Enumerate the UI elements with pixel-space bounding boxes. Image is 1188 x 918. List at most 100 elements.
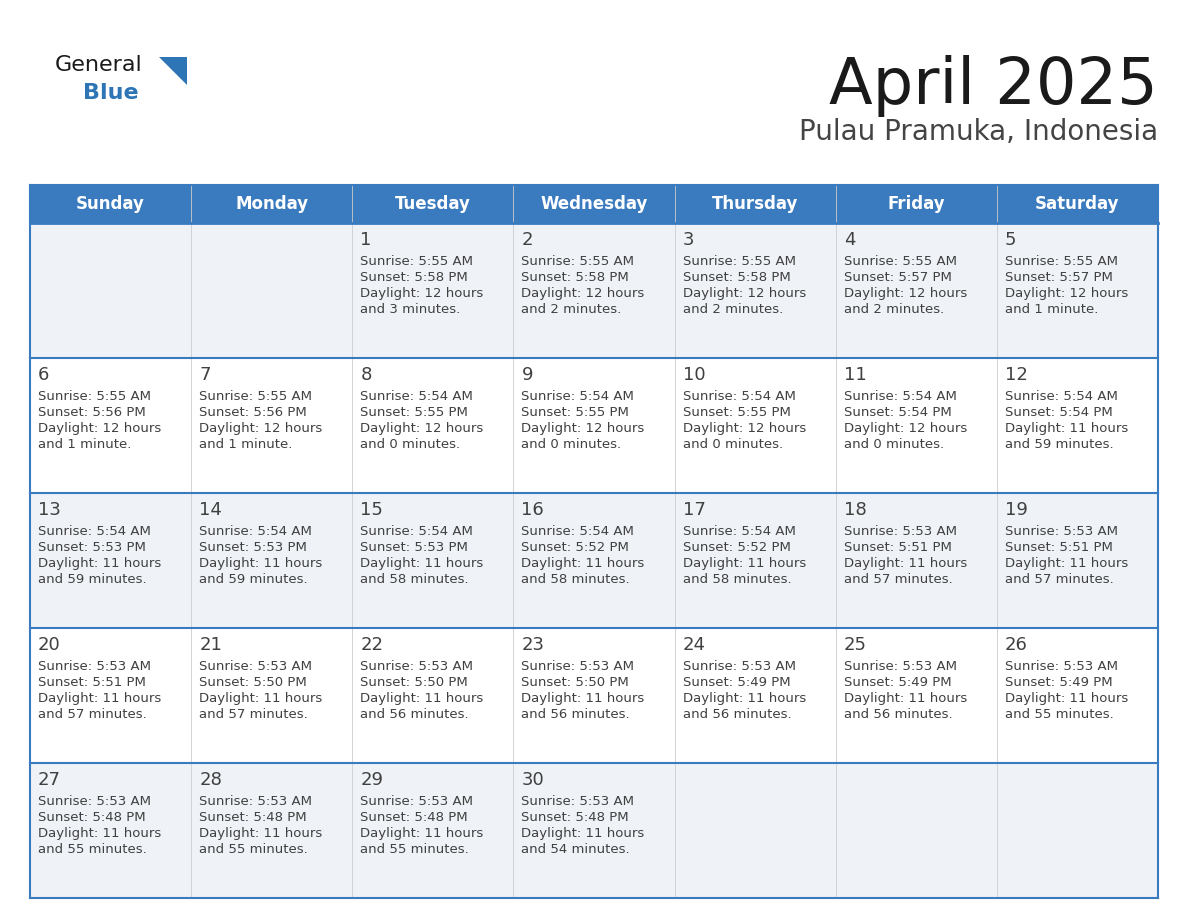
- Text: 5: 5: [1005, 231, 1017, 249]
- Text: 8: 8: [360, 366, 372, 384]
- Text: Sunset: 5:55 PM: Sunset: 5:55 PM: [522, 406, 630, 419]
- Text: Sunset: 5:48 PM: Sunset: 5:48 PM: [200, 811, 307, 824]
- Text: Sunset: 5:52 PM: Sunset: 5:52 PM: [683, 541, 790, 554]
- Text: Sunrise: 5:54 AM: Sunrise: 5:54 AM: [843, 390, 956, 403]
- Text: and 55 minutes.: and 55 minutes.: [1005, 708, 1113, 721]
- Text: and 59 minutes.: and 59 minutes.: [38, 573, 146, 586]
- Text: 1: 1: [360, 231, 372, 249]
- Text: and 0 minutes.: and 0 minutes.: [843, 438, 943, 451]
- Text: Sunrise: 5:53 AM: Sunrise: 5:53 AM: [522, 660, 634, 673]
- Text: and 58 minutes.: and 58 minutes.: [360, 573, 469, 586]
- Text: Daylight: 11 hours: Daylight: 11 hours: [522, 557, 645, 570]
- Text: 29: 29: [360, 771, 384, 789]
- Text: 27: 27: [38, 771, 61, 789]
- Bar: [30, 358, 1158, 493]
- Text: Sunrise: 5:54 AM: Sunrise: 5:54 AM: [683, 525, 796, 538]
- Text: Daylight: 11 hours: Daylight: 11 hours: [683, 557, 805, 570]
- Text: 21: 21: [200, 636, 222, 654]
- Text: 30: 30: [522, 771, 544, 789]
- Text: Sunset: 5:54 PM: Sunset: 5:54 PM: [1005, 406, 1113, 419]
- Text: and 0 minutes.: and 0 minutes.: [683, 438, 783, 451]
- Text: Daylight: 11 hours: Daylight: 11 hours: [522, 827, 645, 840]
- Text: Sunrise: 5:54 AM: Sunrise: 5:54 AM: [1005, 390, 1118, 403]
- Text: Daylight: 11 hours: Daylight: 11 hours: [200, 557, 322, 570]
- Text: and 54 minutes.: and 54 minutes.: [522, 843, 630, 856]
- Text: Sunset: 5:50 PM: Sunset: 5:50 PM: [200, 676, 307, 689]
- Text: Sunset: 5:51 PM: Sunset: 5:51 PM: [1005, 541, 1113, 554]
- Text: and 55 minutes.: and 55 minutes.: [360, 843, 469, 856]
- Text: Sunrise: 5:55 AM: Sunrise: 5:55 AM: [38, 390, 151, 403]
- Bar: [30, 493, 1158, 628]
- Text: and 3 minutes.: and 3 minutes.: [360, 303, 461, 316]
- Text: Sunday: Sunday: [76, 195, 145, 213]
- Text: and 59 minutes.: and 59 minutes.: [200, 573, 308, 586]
- Text: Sunset: 5:49 PM: Sunset: 5:49 PM: [843, 676, 952, 689]
- Text: Sunset: 5:56 PM: Sunset: 5:56 PM: [200, 406, 307, 419]
- Text: Sunrise: 5:54 AM: Sunrise: 5:54 AM: [360, 525, 473, 538]
- Text: Sunrise: 5:55 AM: Sunrise: 5:55 AM: [683, 255, 796, 268]
- Text: Sunrise: 5:54 AM: Sunrise: 5:54 AM: [200, 525, 312, 538]
- Text: Sunset: 5:51 PM: Sunset: 5:51 PM: [843, 541, 952, 554]
- Text: Blue: Blue: [83, 83, 139, 103]
- Text: Sunrise: 5:53 AM: Sunrise: 5:53 AM: [1005, 660, 1118, 673]
- Text: Sunrise: 5:53 AM: Sunrise: 5:53 AM: [522, 795, 634, 808]
- Text: and 58 minutes.: and 58 minutes.: [683, 573, 791, 586]
- Text: Sunrise: 5:53 AM: Sunrise: 5:53 AM: [1005, 525, 1118, 538]
- Text: Daylight: 11 hours: Daylight: 11 hours: [38, 692, 162, 705]
- Text: Daylight: 12 hours: Daylight: 12 hours: [360, 422, 484, 435]
- Text: Sunset: 5:50 PM: Sunset: 5:50 PM: [522, 676, 630, 689]
- Text: Daylight: 11 hours: Daylight: 11 hours: [360, 557, 484, 570]
- Text: Sunrise: 5:53 AM: Sunrise: 5:53 AM: [38, 660, 151, 673]
- Text: Sunrise: 5:53 AM: Sunrise: 5:53 AM: [200, 660, 312, 673]
- Text: Daylight: 12 hours: Daylight: 12 hours: [1005, 287, 1129, 300]
- Text: 20: 20: [38, 636, 61, 654]
- Text: Sunset: 5:58 PM: Sunset: 5:58 PM: [522, 271, 630, 284]
- Text: 28: 28: [200, 771, 222, 789]
- Text: Pulau Pramuka, Indonesia: Pulau Pramuka, Indonesia: [798, 118, 1158, 146]
- Text: Sunset: 5:54 PM: Sunset: 5:54 PM: [843, 406, 952, 419]
- Text: 25: 25: [843, 636, 867, 654]
- Text: Daylight: 11 hours: Daylight: 11 hours: [1005, 692, 1129, 705]
- Text: Daylight: 11 hours: Daylight: 11 hours: [683, 692, 805, 705]
- Text: Sunset: 5:58 PM: Sunset: 5:58 PM: [360, 271, 468, 284]
- Text: and 57 minutes.: and 57 minutes.: [1005, 573, 1113, 586]
- Text: 23: 23: [522, 636, 544, 654]
- Text: 18: 18: [843, 501, 866, 519]
- Text: Daylight: 11 hours: Daylight: 11 hours: [843, 692, 967, 705]
- Text: and 56 minutes.: and 56 minutes.: [360, 708, 469, 721]
- Text: 16: 16: [522, 501, 544, 519]
- Text: Sunrise: 5:53 AM: Sunrise: 5:53 AM: [200, 795, 312, 808]
- Text: Sunset: 5:52 PM: Sunset: 5:52 PM: [522, 541, 630, 554]
- Text: Tuesday: Tuesday: [394, 195, 470, 213]
- Text: Sunset: 5:48 PM: Sunset: 5:48 PM: [522, 811, 630, 824]
- Text: Daylight: 11 hours: Daylight: 11 hours: [1005, 557, 1129, 570]
- Text: 3: 3: [683, 231, 694, 249]
- Text: 4: 4: [843, 231, 855, 249]
- Text: Daylight: 11 hours: Daylight: 11 hours: [200, 692, 322, 705]
- Text: Sunrise: 5:53 AM: Sunrise: 5:53 AM: [683, 660, 796, 673]
- Text: April 2025: April 2025: [829, 55, 1158, 117]
- Text: Sunset: 5:53 PM: Sunset: 5:53 PM: [38, 541, 146, 554]
- Text: and 57 minutes.: and 57 minutes.: [843, 573, 953, 586]
- Text: 17: 17: [683, 501, 706, 519]
- Text: and 1 minute.: and 1 minute.: [200, 438, 292, 451]
- Text: Sunrise: 5:54 AM: Sunrise: 5:54 AM: [683, 390, 796, 403]
- Text: and 59 minutes.: and 59 minutes.: [1005, 438, 1113, 451]
- Text: Sunrise: 5:53 AM: Sunrise: 5:53 AM: [38, 795, 151, 808]
- Text: Sunrise: 5:55 AM: Sunrise: 5:55 AM: [360, 255, 473, 268]
- Text: 26: 26: [1005, 636, 1028, 654]
- Text: Sunset: 5:50 PM: Sunset: 5:50 PM: [360, 676, 468, 689]
- Text: Daylight: 12 hours: Daylight: 12 hours: [683, 287, 805, 300]
- Text: Saturday: Saturday: [1035, 195, 1119, 213]
- Text: and 2 minutes.: and 2 minutes.: [843, 303, 944, 316]
- Text: Sunrise: 5:55 AM: Sunrise: 5:55 AM: [1005, 255, 1118, 268]
- Text: and 2 minutes.: and 2 minutes.: [522, 303, 621, 316]
- Text: Sunrise: 5:54 AM: Sunrise: 5:54 AM: [360, 390, 473, 403]
- Text: Sunset: 5:53 PM: Sunset: 5:53 PM: [360, 541, 468, 554]
- Text: Daylight: 11 hours: Daylight: 11 hours: [200, 827, 322, 840]
- Text: and 55 minutes.: and 55 minutes.: [38, 843, 147, 856]
- Text: Sunrise: 5:54 AM: Sunrise: 5:54 AM: [522, 390, 634, 403]
- Text: Sunrise: 5:53 AM: Sunrise: 5:53 AM: [360, 795, 473, 808]
- Text: and 0 minutes.: and 0 minutes.: [522, 438, 621, 451]
- Text: Sunset: 5:48 PM: Sunset: 5:48 PM: [360, 811, 468, 824]
